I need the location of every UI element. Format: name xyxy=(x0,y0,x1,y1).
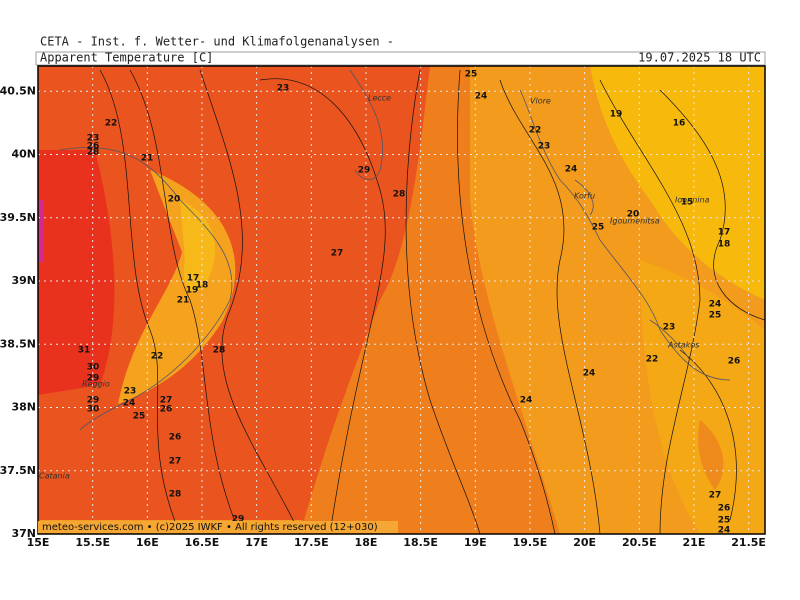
y-tick-label: 38.5N xyxy=(0,337,36,350)
contour-label: 26 xyxy=(160,405,173,415)
contour-label: 24 xyxy=(123,399,136,409)
contour-label: 24 xyxy=(475,92,488,102)
x-tick-label: 21.5E xyxy=(731,536,766,549)
contour-label: 23 xyxy=(538,142,551,152)
place-name: Lecce xyxy=(368,94,391,103)
x-tick-label: 19E xyxy=(464,536,487,549)
contour-label: 26 xyxy=(169,433,182,443)
contour-label: 23 xyxy=(663,323,676,333)
y-tick-label: 39.5N xyxy=(0,211,36,224)
contour-label: 16 xyxy=(673,119,686,129)
institute: CETA - Inst. f. Wetter- und Klimafolgena… xyxy=(40,35,394,49)
contour-label: 23 xyxy=(124,387,137,397)
x-tick-label: 15.5E xyxy=(75,536,110,549)
x-tick-label: 19.5E xyxy=(513,536,548,549)
contour-label: 29 xyxy=(87,396,100,406)
coastlines xyxy=(59,69,731,431)
place-name: Vlore xyxy=(530,97,551,106)
contour-label: 28 xyxy=(169,490,182,500)
map-title: Apparent Temperature [C] xyxy=(40,51,213,65)
contour-label: 27 xyxy=(169,457,182,467)
contour-label: 24 xyxy=(583,369,596,379)
contour-label: 29 xyxy=(232,515,245,525)
contour-label: 28 xyxy=(213,346,226,356)
footer: meteo-services.com • (c)2025 IWKF • All … xyxy=(42,522,378,533)
x-tick-label: 16E xyxy=(136,536,159,549)
contour-label: 25 xyxy=(133,412,146,422)
x-tick-label: 15E xyxy=(27,536,50,549)
contour-label: 22 xyxy=(105,119,118,129)
contour-label: 22 xyxy=(646,355,659,365)
contour-label: 27 xyxy=(709,491,722,501)
contour-label: 17 xyxy=(718,228,731,238)
contour-label: 29 xyxy=(87,374,100,384)
contour-label: 26 xyxy=(728,357,741,367)
grid xyxy=(37,66,765,535)
valid-time: 19.07.2025 18 UTC xyxy=(638,51,761,65)
title-bar xyxy=(35,51,766,66)
x-tick-label: 17.5E xyxy=(294,536,329,549)
contour-label: 25 xyxy=(465,70,478,80)
place-name: Catania xyxy=(39,472,70,481)
contours xyxy=(99,69,766,535)
contour-label: 19 xyxy=(186,286,199,296)
y-tick-label: 39N xyxy=(11,274,36,287)
contour-label: 28 xyxy=(393,190,406,200)
contour-label: 19 xyxy=(610,110,623,120)
contour-label: 23 xyxy=(277,84,290,94)
x-tick-label: 18E xyxy=(355,536,378,549)
contour-label: 24 xyxy=(565,165,578,175)
contour-label: 27 xyxy=(160,396,173,406)
contour-label: 24 xyxy=(709,300,722,310)
contour-label: 31 xyxy=(78,346,91,356)
contour-label: 22 xyxy=(151,352,164,362)
contour-label: 22 xyxy=(529,126,542,136)
contour-label: 26 xyxy=(718,504,731,514)
contour-label: 29 xyxy=(358,166,371,176)
contour-label: 21 xyxy=(177,296,190,306)
contour-label: 18 xyxy=(718,240,731,250)
map-frame xyxy=(37,65,766,535)
field xyxy=(38,66,765,534)
x-tick-label: 16.5E xyxy=(185,536,220,549)
contour-label: 28 xyxy=(87,148,100,158)
contour-label: 25 xyxy=(592,223,605,233)
contour-label: 17 xyxy=(187,274,200,284)
x-tick-label: 20E xyxy=(573,536,596,549)
contour-label: 18 xyxy=(196,281,209,291)
place-name: Reggio xyxy=(82,380,110,389)
contour-label: 30 xyxy=(87,405,100,415)
y-tick-label: 40N xyxy=(11,148,36,161)
contour-label: 23 xyxy=(87,134,100,144)
contour-label: 21 xyxy=(141,154,154,164)
place-name: Korfu xyxy=(574,192,595,201)
y-tick-label: 40.5N xyxy=(0,84,36,97)
contour-label: 20 xyxy=(627,210,640,220)
x-tick-label: 21E xyxy=(683,536,706,549)
contour-label: 26 xyxy=(87,142,100,152)
contour-label: 27 xyxy=(331,249,344,259)
place-name: Igoumenitsa xyxy=(610,217,660,226)
y-tick-label: 38N xyxy=(11,401,36,414)
y-tick-label: 37N xyxy=(11,527,36,540)
y-tick-label: 37.5N xyxy=(0,464,36,477)
place-name: Ioannina xyxy=(675,196,710,205)
x-tick-label: 20.5E xyxy=(622,536,657,549)
contour-label: 25 xyxy=(709,311,722,321)
contour-label: 24 xyxy=(520,396,533,406)
x-tick-label: 17E xyxy=(245,536,268,549)
footer-bg xyxy=(38,521,398,533)
contour-label: 15 xyxy=(681,198,694,208)
contour-label: 20 xyxy=(168,195,181,205)
contour-label: 24 xyxy=(718,526,731,536)
x-tick-label: 18.5E xyxy=(403,536,438,549)
contour-label: 25 xyxy=(718,516,731,526)
contour-label: 30 xyxy=(87,363,100,373)
place-name: Astakos xyxy=(667,341,699,350)
